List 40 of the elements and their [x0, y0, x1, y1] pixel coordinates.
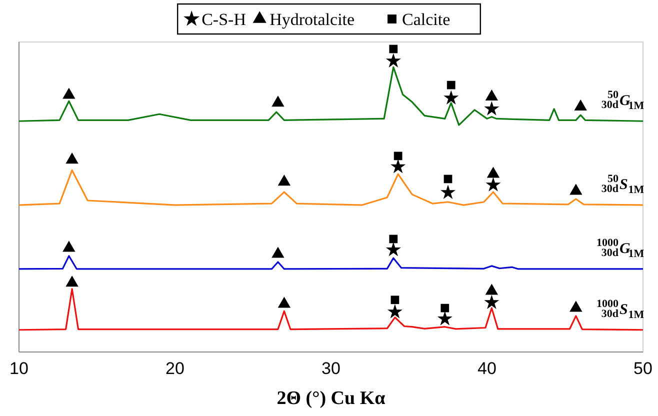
x-tick-label: 10	[10, 359, 28, 378]
point	[440, 304, 450, 312]
x-axis-title: 2Θ (°) Cu Kα	[276, 388, 386, 409]
point	[484, 294, 500, 309]
point	[62, 88, 76, 99]
point	[390, 296, 400, 304]
legend-label: Calcite	[402, 10, 450, 29]
point	[570, 184, 582, 195]
point	[272, 246, 284, 258]
point	[440, 184, 456, 200]
point	[390, 158, 406, 174]
point	[386, 53, 401, 68]
point	[486, 177, 501, 192]
point	[444, 174, 452, 184]
point	[66, 276, 78, 287]
point	[486, 166, 500, 178]
point	[444, 90, 459, 104]
x-tick-label: 40	[478, 359, 496, 378]
point	[278, 174, 291, 186]
point	[386, 242, 401, 256]
x-tick-label: 30	[322, 359, 340, 378]
point	[272, 96, 284, 107]
legend-label: Hydrotalcite	[270, 10, 355, 29]
point	[62, 240, 76, 252]
point	[485, 90, 498, 101]
point	[446, 80, 456, 90]
point	[394, 152, 402, 160]
x-tick-label: 50	[634, 359, 652, 378]
point	[570, 300, 582, 312]
x-tick-label: 20	[166, 359, 184, 378]
point	[66, 152, 78, 164]
point	[484, 101, 500, 116]
point	[437, 311, 452, 326]
point	[387, 304, 402, 318]
point	[389, 234, 398, 244]
point	[574, 100, 587, 111]
point	[485, 284, 498, 295]
legend-label: C-S-H	[202, 10, 246, 29]
point	[389, 44, 398, 54]
point	[278, 296, 291, 308]
